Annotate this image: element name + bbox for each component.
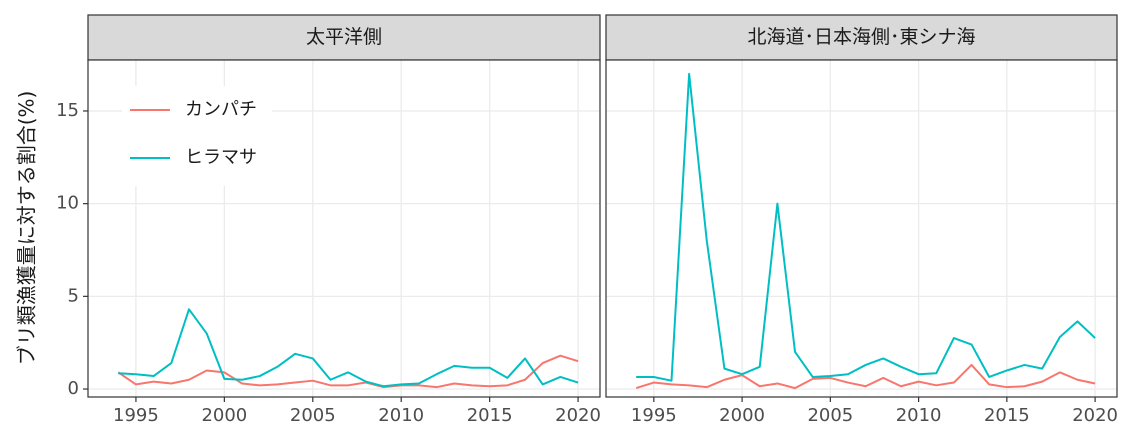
x-tick-label: 2005: [290, 405, 336, 426]
x-tick-label: 2020: [1072, 405, 1118, 426]
facet-strip: [87, 14, 601, 61]
legend-background: [122, 86, 272, 186]
legend-label: ヒラマサ: [185, 147, 257, 168]
x-tick-label: 2020: [555, 405, 601, 426]
x-tick-label: 2010: [378, 405, 424, 426]
x-tick-label: 1995: [113, 405, 159, 426]
x-tick-label: 2010: [896, 405, 942, 426]
data-line: [635, 363, 1096, 390]
data-line: [118, 308, 579, 388]
x-tick-label: 2015: [467, 405, 513, 426]
y-tick-label: 5: [68, 285, 79, 306]
data-line: [117, 354, 579, 389]
x-tick-label: 1995: [631, 405, 677, 426]
y-axis-label: ブリ類漁獲量に対する割合(%): [15, 91, 39, 366]
facet-title: 太平洋側: [306, 26, 382, 48]
panel-border: [605, 59, 1118, 398]
x-tick-label: 2000: [201, 405, 247, 426]
x-tick-label: 2000: [719, 405, 765, 426]
data-line: [636, 72, 1096, 382]
y-tick-label: 0: [68, 378, 79, 399]
panel-background: [606, 60, 1117, 397]
facet-title: 北海道･日本海側･東シナ海: [747, 26, 975, 48]
legend-label: カンパチ: [185, 99, 257, 120]
x-tick-label: 2005: [807, 405, 853, 426]
y-tick-label: 15: [56, 100, 79, 121]
y-tick-label: 10: [56, 193, 79, 214]
panel-border: [87, 59, 601, 398]
facet-strip: [605, 14, 1118, 61]
x-tick-label: 2015: [984, 405, 1030, 426]
